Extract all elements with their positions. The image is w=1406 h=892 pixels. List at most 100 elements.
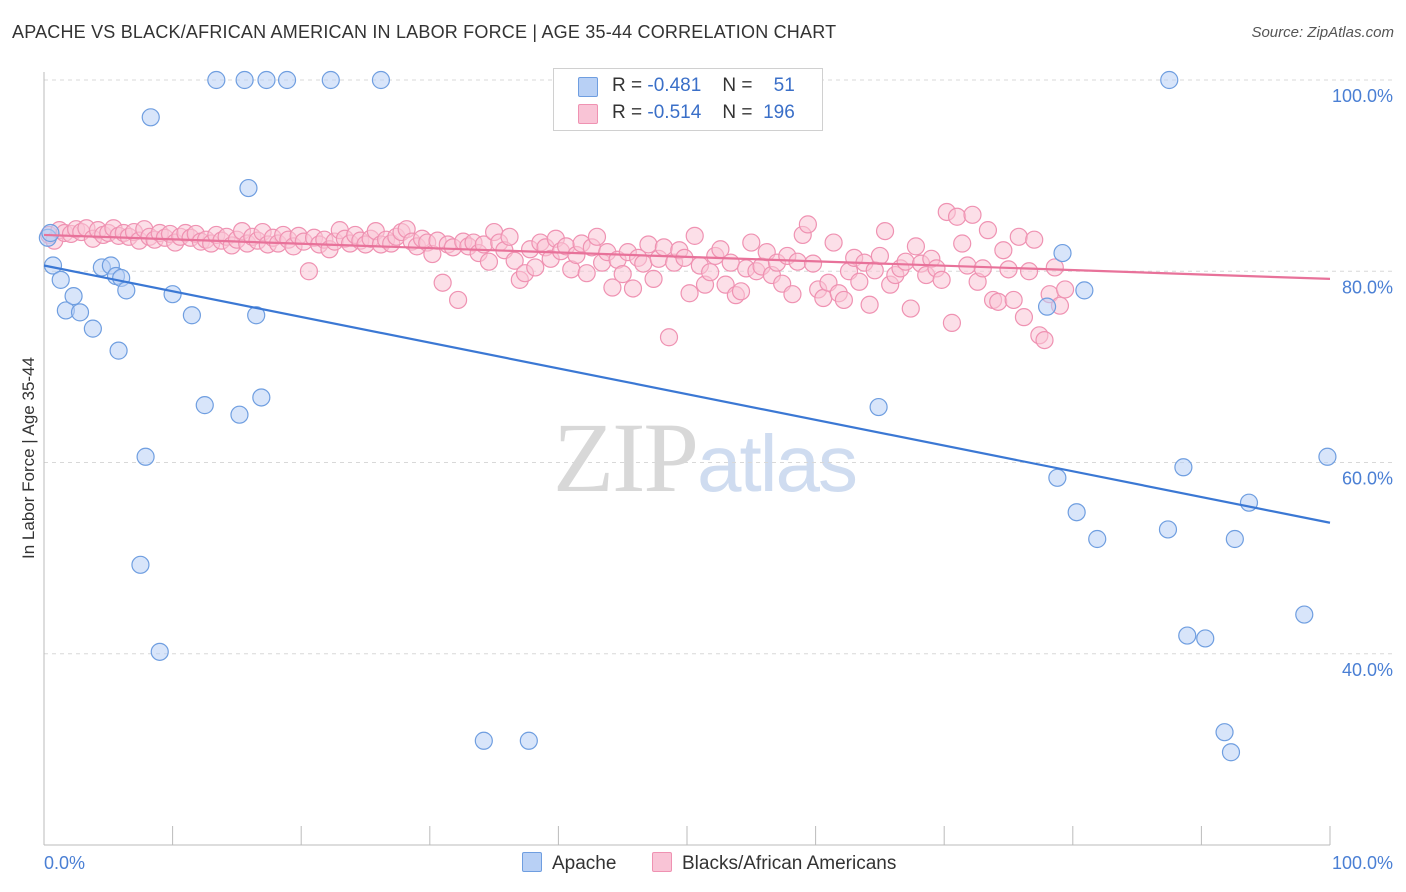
- watermark-atlas: atlas: [697, 419, 858, 508]
- black-point: [834, 290, 853, 310]
- apache-point: [1048, 468, 1067, 487]
- apache-point: [519, 731, 538, 750]
- apache-trend-line: [43, 264, 1331, 524]
- apache-n-value: 51: [773, 75, 795, 96]
- apache-point: [321, 70, 340, 90]
- apache-point: [70, 303, 90, 322]
- apache-point: [1088, 529, 1107, 549]
- apache-point: [1318, 447, 1337, 466]
- trend-lines: [43, 233, 1331, 524]
- apache-point: [83, 319, 102, 338]
- y-tick-label: 40.0%: [1342, 660, 1393, 680]
- correlation-legend: R = -0.481 N = 51 R = -0.514 N = 196: [553, 68, 823, 131]
- apache-r-label: R =: [612, 75, 643, 96]
- y-tick-label: 100.0%: [1332, 86, 1393, 106]
- black-n-value: 196: [763, 102, 795, 123]
- apache-point: [252, 388, 271, 407]
- black-point: [500, 227, 519, 246]
- black-point: [901, 299, 920, 318]
- black-series-points: [40, 202, 1075, 350]
- black-point: [803, 254, 823, 273]
- apache-point: [1067, 503, 1086, 522]
- black-r-value: -0.514: [647, 102, 702, 123]
- apache-point: [1295, 605, 1314, 624]
- apache-point: [1160, 70, 1179, 90]
- black-point: [947, 207, 967, 226]
- watermark: ZIPatlas: [553, 400, 858, 515]
- black-point: [701, 263, 720, 282]
- black-point: [978, 221, 998, 240]
- apache-point: [230, 405, 249, 424]
- apache-point: [239, 178, 258, 198]
- apache-point: [1196, 629, 1215, 648]
- black-point: [299, 262, 319, 281]
- apache-point: [109, 341, 128, 360]
- black-point: [654, 238, 673, 257]
- black-point: [942, 313, 962, 332]
- black-point: [1055, 280, 1075, 299]
- apache-point: [1221, 743, 1241, 762]
- apache-point: [117, 281, 136, 300]
- black-point: [896, 252, 915, 271]
- apache-series-points: [38, 70, 1337, 762]
- bottom-legend-black: Blacks/African Americans: [652, 852, 896, 875]
- y-tick-labels: 40.0% 60.0% 80.0% 100.0%: [1332, 86, 1393, 680]
- black-point: [433, 273, 452, 292]
- black-point: [742, 233, 761, 252]
- apache-point: [1037, 297, 1057, 316]
- apache-point: [163, 285, 182, 304]
- apache-point: [371, 70, 391, 90]
- legend-row-black: R = -0.514 N = 196: [554, 101, 822, 127]
- bottom-apache-swatch: [522, 852, 542, 872]
- apache-point: [1174, 458, 1193, 477]
- black-point: [994, 241, 1013, 260]
- apache-point: [247, 306, 266, 325]
- apache-swatch: [578, 77, 598, 97]
- black-point: [639, 235, 658, 254]
- apache-point: [195, 396, 214, 415]
- black-point: [860, 295, 879, 314]
- black-point: [870, 246, 890, 266]
- bottom-apache-label: Apache: [552, 853, 617, 874]
- apache-point: [257, 70, 276, 90]
- x-ticks: [43, 826, 1331, 845]
- black-point: [932, 270, 951, 289]
- black-point: [1035, 331, 1054, 350]
- bottom-black-swatch: [652, 852, 672, 872]
- apache-point: [131, 555, 150, 574]
- legend-row-apache: R = -0.481 N = 51: [554, 74, 822, 100]
- apache-point: [1178, 626, 1197, 645]
- x-tick-label: 100.0%: [1332, 853, 1393, 873]
- y-tick-label: 80.0%: [1342, 277, 1393, 297]
- apache-point: [1075, 281, 1094, 300]
- apache-point: [141, 108, 160, 127]
- black-point: [963, 205, 982, 224]
- black-point: [814, 288, 833, 308]
- bottom-black-label: Blacks/African Americans: [682, 853, 897, 874]
- source-label: Source: ZipAtlas.com: [1251, 24, 1394, 41]
- grid-lines: [44, 79, 1392, 655]
- black-point: [1014, 308, 1034, 327]
- y-axis-title: In Labor Force | Age 35-44: [19, 357, 38, 559]
- apache-point: [182, 306, 201, 325]
- x-tick-label: 0.0%: [44, 853, 85, 873]
- x-tick-labels: 0.0% 100.0%: [44, 853, 1393, 873]
- axes: [43, 72, 1330, 846]
- black-point: [906, 237, 926, 256]
- black-point: [973, 259, 992, 278]
- black-trend-line: [43, 233, 1331, 280]
- chart-title: APACHE VS BLACK/AFRICAN AMERICAN IN LABO…: [12, 22, 837, 42]
- black-point: [448, 290, 468, 310]
- apache-r-value: -0.481: [647, 75, 702, 96]
- y-tick-label: 60.0%: [1342, 469, 1393, 489]
- black-point: [526, 258, 545, 277]
- black-point: [731, 282, 751, 301]
- apache-point: [1158, 520, 1178, 539]
- black-point: [577, 264, 596, 283]
- black-point: [505, 251, 524, 270]
- apache-point: [235, 70, 254, 90]
- black-point: [989, 292, 1008, 311]
- black-point: [783, 285, 802, 304]
- legend-black-text: R = -0.514 N = 196: [612, 102, 795, 124]
